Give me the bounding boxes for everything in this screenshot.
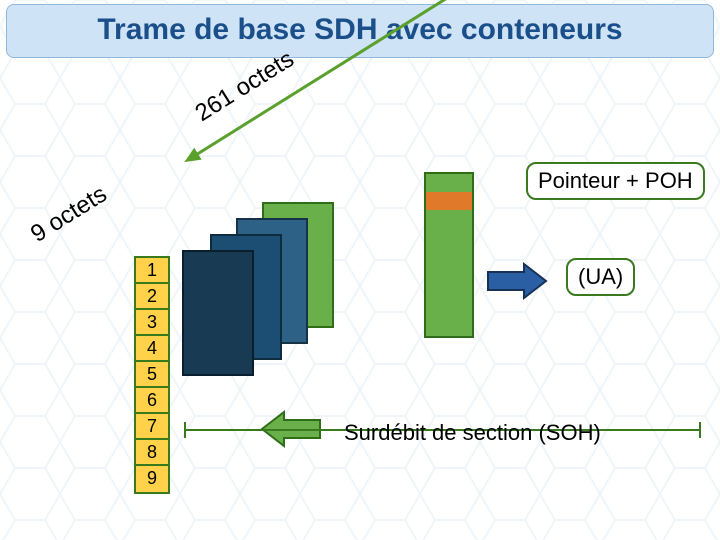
callout-ua-label: (UA) <box>578 264 623 289</box>
column-band <box>426 174 472 192</box>
container-panel <box>182 250 254 376</box>
arrow-to-ua <box>488 264 546 303</box>
callout-ua: (UA) <box>566 258 635 296</box>
payload-column <box>424 172 474 338</box>
callout-pointer-label: Pointeur + POH <box>538 168 693 193</box>
column-band <box>426 192 472 210</box>
row-number-cell: 9 <box>134 464 170 494</box>
callout-pointer-poh: Pointeur + POH <box>526 162 705 200</box>
arrow-to-soh <box>262 412 320 451</box>
column-band <box>426 210 472 336</box>
soh-label: Surdébit de section (SOH) <box>344 420 601 446</box>
